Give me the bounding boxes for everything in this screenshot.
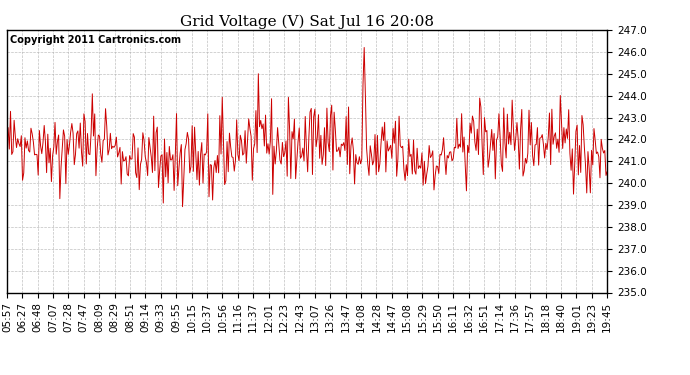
Text: Copyright 2011 Cartronics.com: Copyright 2011 Cartronics.com bbox=[10, 35, 181, 45]
Title: Grid Voltage (V) Sat Jul 16 20:08: Grid Voltage (V) Sat Jul 16 20:08 bbox=[180, 15, 434, 29]
